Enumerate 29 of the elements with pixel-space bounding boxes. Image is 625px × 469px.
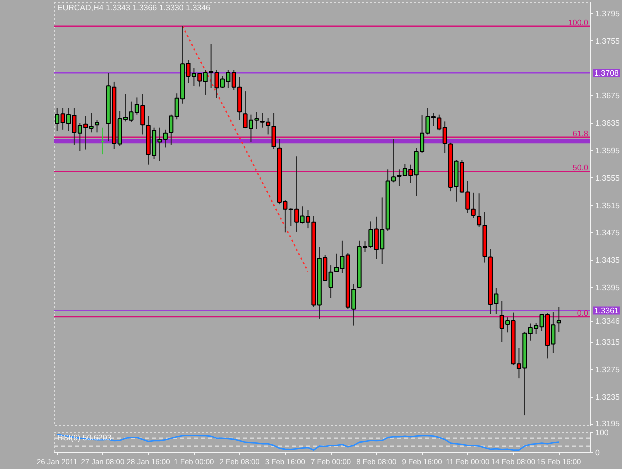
- y-tick-label: 1.3435: [596, 256, 621, 266]
- y-tick-label: 1.3635: [596, 119, 621, 128]
- y-tick-label: 1.3675: [596, 92, 621, 101]
- y-tick-label: 1.3795: [596, 9, 621, 18]
- y-tick-label: 1.3235: [596, 393, 621, 402]
- annotation: 61.8: [572, 129, 590, 138]
- ref-line-label: 1.3708: [594, 69, 620, 78]
- candlestick: [556, 306, 562, 332]
- y-tick-label: 100: [596, 428, 610, 438]
- line-series: [56, 434, 560, 451]
- y-tick-label: 1.3346: [596, 317, 621, 326]
- annotation: 100.0: [568, 18, 590, 28]
- candlestick: [477, 193, 482, 228]
- y-tick-label: 1.3395: [596, 283, 621, 292]
- chart-title: EURCAD,H4 1.3343 1.3366 1.3330 1.3346: [58, 4, 212, 12]
- candlestick: [272, 112, 276, 150]
- annotation: 50.0: [572, 164, 590, 173]
- y-tick-label: 1.3595: [596, 146, 621, 156]
- candlestick: [95, 120, 100, 134]
- y-tick-label: 1.3755: [596, 36, 621, 46]
- annotation: 0.0: [577, 308, 590, 318]
- y-tick-label: 1.3275: [596, 366, 621, 375]
- y-tick-label: 0: [596, 448, 600, 458]
- y-tick-label: 1.3475: [596, 228, 621, 238]
- line-series: [182, 26, 309, 272]
- y-tick-label: 1.3515: [596, 201, 621, 210]
- ref-line-label: 1.3361: [594, 306, 620, 316]
- y-tick-label: 1.3555: [596, 174, 621, 183]
- y-tick-label: 1.3315: [596, 338, 621, 348]
